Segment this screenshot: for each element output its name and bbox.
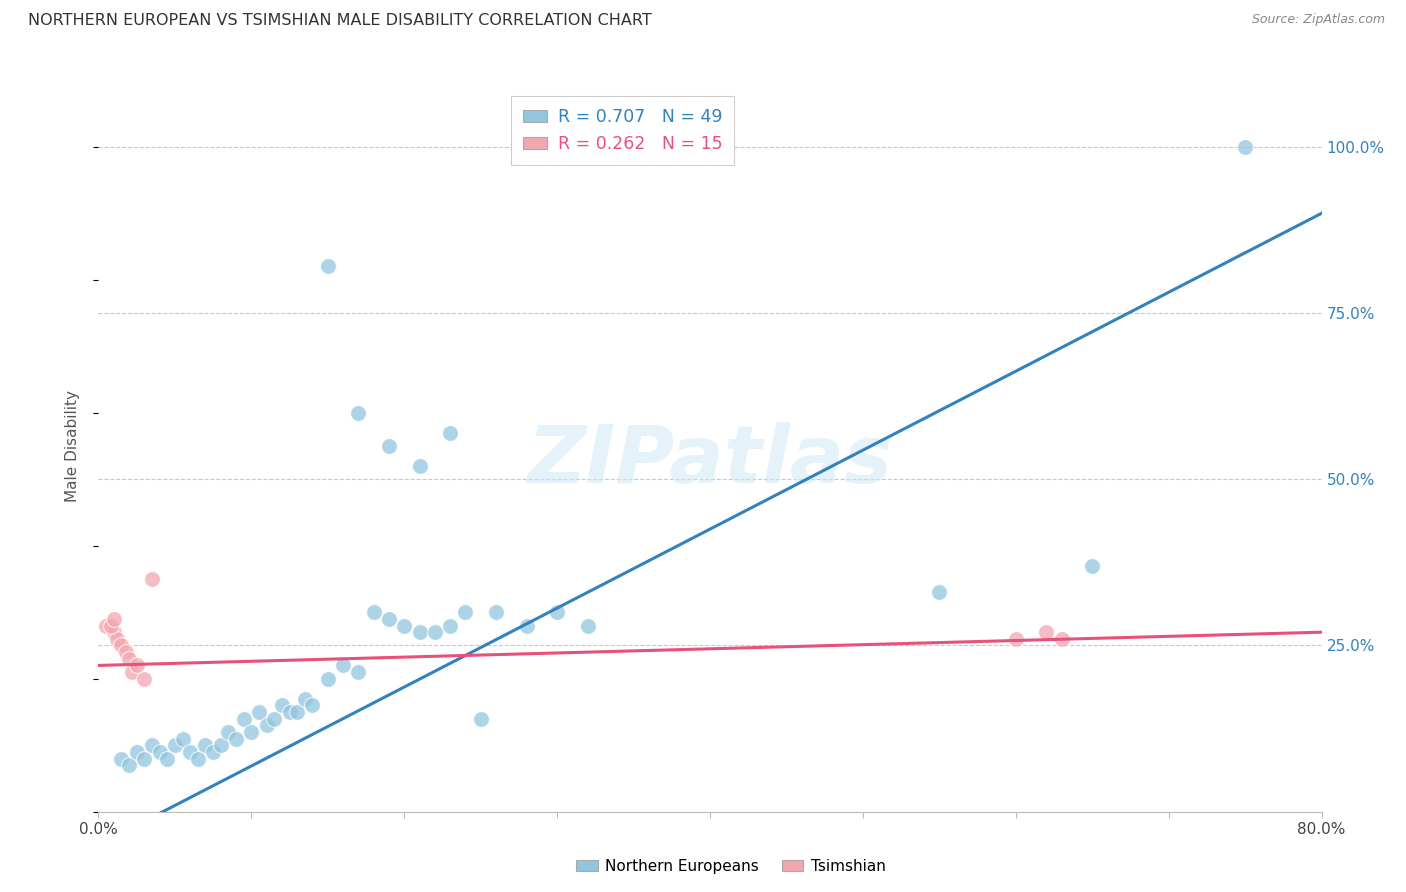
Point [103,625,125,640]
Point [363,605,385,619]
Point [408,625,430,640]
Point [110,639,132,653]
Point [163,738,186,752]
Point [187,751,209,765]
Point [1234,140,1257,154]
Point [408,458,430,473]
Point [576,618,599,632]
Y-axis label: Male Disability: Male Disability [65,390,80,502]
Point [94,618,117,632]
Point [332,658,354,673]
Point [121,665,143,679]
Legend: R = 0.707   N = 49, R = 0.262   N = 15: R = 0.707 N = 49, R = 0.262 N = 15 [510,96,734,165]
Text: Source: ZipAtlas.com: Source: ZipAtlas.com [1251,13,1385,27]
Point [546,605,568,619]
Point [110,751,132,765]
Point [347,665,370,679]
Point [149,745,172,759]
Point [232,712,254,726]
Point [1050,632,1073,646]
Point [156,751,179,765]
Point [105,632,128,646]
Point [470,712,492,726]
Point [270,698,294,713]
Point [134,672,156,686]
Point [263,712,285,726]
Point [134,751,156,765]
Point [141,738,163,752]
Point [392,618,416,632]
Point [928,585,950,599]
Point [125,658,148,673]
Point [378,612,401,626]
Point [118,652,141,666]
Text: ZIPatlas: ZIPatlas [527,422,893,500]
Point [347,406,370,420]
Point [378,439,401,453]
Point [217,725,239,739]
Point [316,260,339,274]
Point [225,731,247,746]
Point [247,705,270,719]
Point [115,645,138,659]
Point [423,625,446,640]
Legend: Northern Europeans, Tsimshian: Northern Europeans, Tsimshian [571,853,891,880]
Point [285,705,308,719]
Point [172,731,194,746]
Point [316,672,339,686]
Point [141,572,163,586]
Point [118,758,141,772]
Point [485,605,508,619]
Point [1035,625,1057,640]
Point [240,725,263,739]
Point [278,705,301,719]
Point [256,718,278,732]
Point [179,745,201,759]
Point [125,745,148,759]
Point [439,425,461,440]
Point [294,691,316,706]
Text: NORTHERN EUROPEAN VS TSIMSHIAN MALE DISABILITY CORRELATION CHART: NORTHERN EUROPEAN VS TSIMSHIAN MALE DISA… [28,13,652,29]
Point [454,605,477,619]
Point [439,618,461,632]
Point [194,738,217,752]
Point [202,745,225,759]
Point [209,738,232,752]
Point [516,618,538,632]
Point [1004,632,1026,646]
Point [1081,558,1104,573]
Point [100,618,122,632]
Point [301,698,323,713]
Point [103,612,125,626]
